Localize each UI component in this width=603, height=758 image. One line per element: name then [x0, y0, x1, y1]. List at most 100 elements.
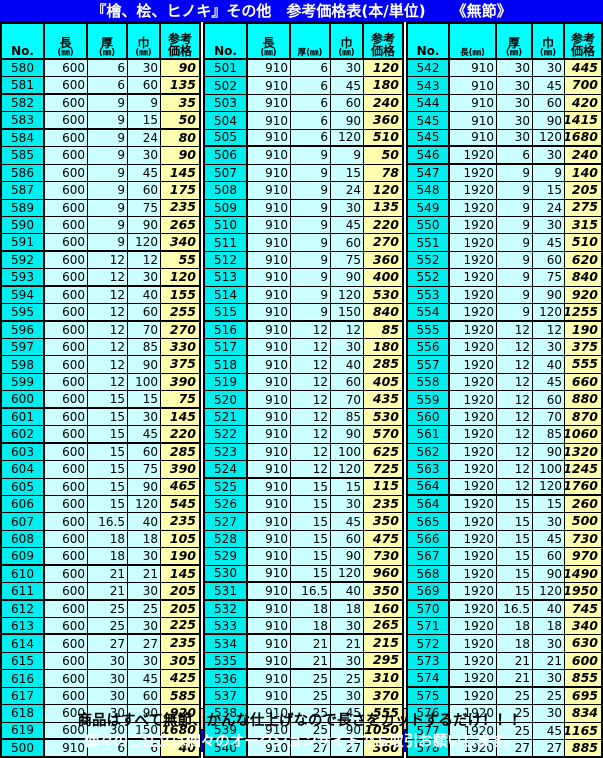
cell-thickness: 9 — [291, 304, 331, 320]
cell-no: 506 — [205, 147, 248, 164]
cell-price: 390 — [161, 461, 201, 478]
cell-length: 1920 — [450, 461, 497, 478]
cell-price: 145 — [161, 408, 201, 426]
cell-thickness: 12 — [497, 443, 533, 461]
cell-length: 910 — [248, 461, 291, 477]
cell-width: 100 — [533, 461, 565, 478]
cell-length: 910 — [248, 652, 291, 669]
cell-length: 600 — [45, 635, 88, 652]
cell-no: 552 — [408, 251, 450, 269]
cell-width: 18 — [331, 600, 364, 617]
cell-width: 30 — [331, 339, 364, 356]
cell-no: 517 — [205, 339, 248, 356]
cell-no: 530 — [205, 565, 248, 582]
cell-length: 600 — [45, 60, 88, 77]
cell-no: 501 — [205, 60, 248, 77]
cell-no: 611 — [2, 583, 45, 599]
cell-length: 910 — [248, 426, 291, 443]
cell-price: 500 — [565, 513, 603, 530]
cell-thickness: 16.5 — [88, 513, 128, 530]
cell-no: 531 — [205, 583, 248, 599]
cell-thickness: 12 — [88, 339, 128, 356]
cell-thickness: 30 — [497, 77, 533, 94]
cell-length: 910 — [248, 635, 291, 652]
cell-thickness: 6 — [497, 147, 533, 163]
cell-width: 30 — [533, 339, 565, 356]
cell-width: 30 — [533, 147, 565, 163]
cell-price: 215 — [364, 635, 404, 652]
cell-thickness: 16.5 — [497, 600, 533, 617]
cell-price: 265 — [364, 618, 404, 634]
cell-length: 910 — [450, 129, 497, 146]
cell-price: 390 — [161, 373, 201, 391]
cell-length: 600 — [45, 251, 88, 269]
cell-width: 21 — [331, 635, 364, 652]
cell-thickness: 21 — [291, 635, 331, 652]
cell-price: 445 — [565, 60, 603, 77]
cell-thickness: 25 — [88, 618, 128, 634]
cell-thickness: 9 — [291, 147, 331, 164]
cell-width: 60 — [533, 391, 565, 408]
table-row: 525 910 15 15 115 — [205, 478, 404, 496]
cell-no: 549 — [408, 199, 450, 216]
page-title-bar: 『檜、桧、ヒノキ』その他 参考価格表(本/単位) 《無節》 — [0, 0, 603, 22]
cell-length: 600 — [45, 513, 88, 530]
cell-price: 880 — [565, 391, 603, 408]
cell-price: 78 — [364, 164, 404, 182]
cell-thickness: 12 — [291, 339, 331, 356]
cell-no: 536 — [205, 670, 248, 687]
cell-price: 1680 — [565, 129, 603, 146]
cell-no: 607 — [2, 513, 45, 530]
cell-length: 910 — [248, 216, 291, 234]
cell-thickness: 12 — [291, 443, 331, 461]
table-row: 510 910 9 45 220 — [205, 216, 404, 235]
table-row: 501 910 6 30 120 — [205, 60, 404, 78]
cell-thickness: 12 — [291, 391, 331, 408]
cell-width: 30 — [533, 705, 565, 722]
cell-no: 574 — [408, 670, 450, 686]
cell-width: 70 — [128, 321, 161, 338]
cell-no: 609 — [2, 548, 45, 564]
cell-thickness: 15 — [497, 530, 533, 548]
cell-width: 15 — [533, 182, 565, 199]
cell-no: 619 — [2, 722, 45, 739]
header-price-1: 参考 価格 — [364, 24, 404, 58]
table-row: 519 910 12 60 405 — [205, 373, 404, 392]
cell-price: 370 — [364, 687, 404, 705]
table-body-2: 542 910 30 30 445 543 910 30 45 700 544 910 30 60 420 5… — [406, 60, 603, 758]
cell-width: 21 — [128, 565, 161, 583]
cell-price: 600 — [565, 652, 603, 670]
cell-length: 910 — [450, 94, 497, 112]
cell-price: 660 — [565, 373, 603, 391]
cell-width: 90 — [331, 112, 364, 129]
cell-length: 910 — [248, 687, 291, 705]
cell-price: 834 — [565, 705, 603, 722]
cell-price: 270 — [161, 321, 201, 338]
table-row: 608 600 18 18 105 — [2, 530, 201, 549]
cell-thickness: 15 — [291, 495, 331, 513]
cell-width: 30 — [533, 513, 565, 530]
cell-length: 600 — [45, 391, 88, 407]
cell-width: 150 — [331, 304, 364, 320]
cell-thickness: 12 — [88, 286, 128, 304]
cell-width: 24 — [331, 182, 364, 199]
cell-length: 600 — [45, 147, 88, 164]
cell-no: 503 — [205, 94, 248, 112]
table-row: 521 910 12 85 530 — [205, 408, 404, 427]
header-thickness-2: 厚 (㎜) — [497, 24, 533, 58]
cell-no: 595 — [2, 304, 45, 320]
cell-price: 375 — [161, 356, 201, 373]
cell-length: 1920 — [450, 182, 497, 199]
cell-no: 571 — [408, 618, 450, 635]
cell-thickness: 21 — [497, 670, 533, 686]
cell-thickness: 15 — [88, 478, 128, 495]
cell-price: 225 — [161, 618, 201, 634]
table-row: 589 600 9 75 235 — [2, 199, 201, 217]
cell-thickness: 9 — [88, 182, 128, 199]
table-row: 565 1920 15 30 500 — [408, 513, 603, 531]
cell-thickness: 25 — [88, 600, 128, 617]
cell-no: 601 — [2, 408, 45, 426]
cell-thickness: 9 — [497, 234, 533, 251]
cell-thickness: 30 — [497, 94, 533, 112]
cell-no: 512 — [205, 251, 248, 269]
